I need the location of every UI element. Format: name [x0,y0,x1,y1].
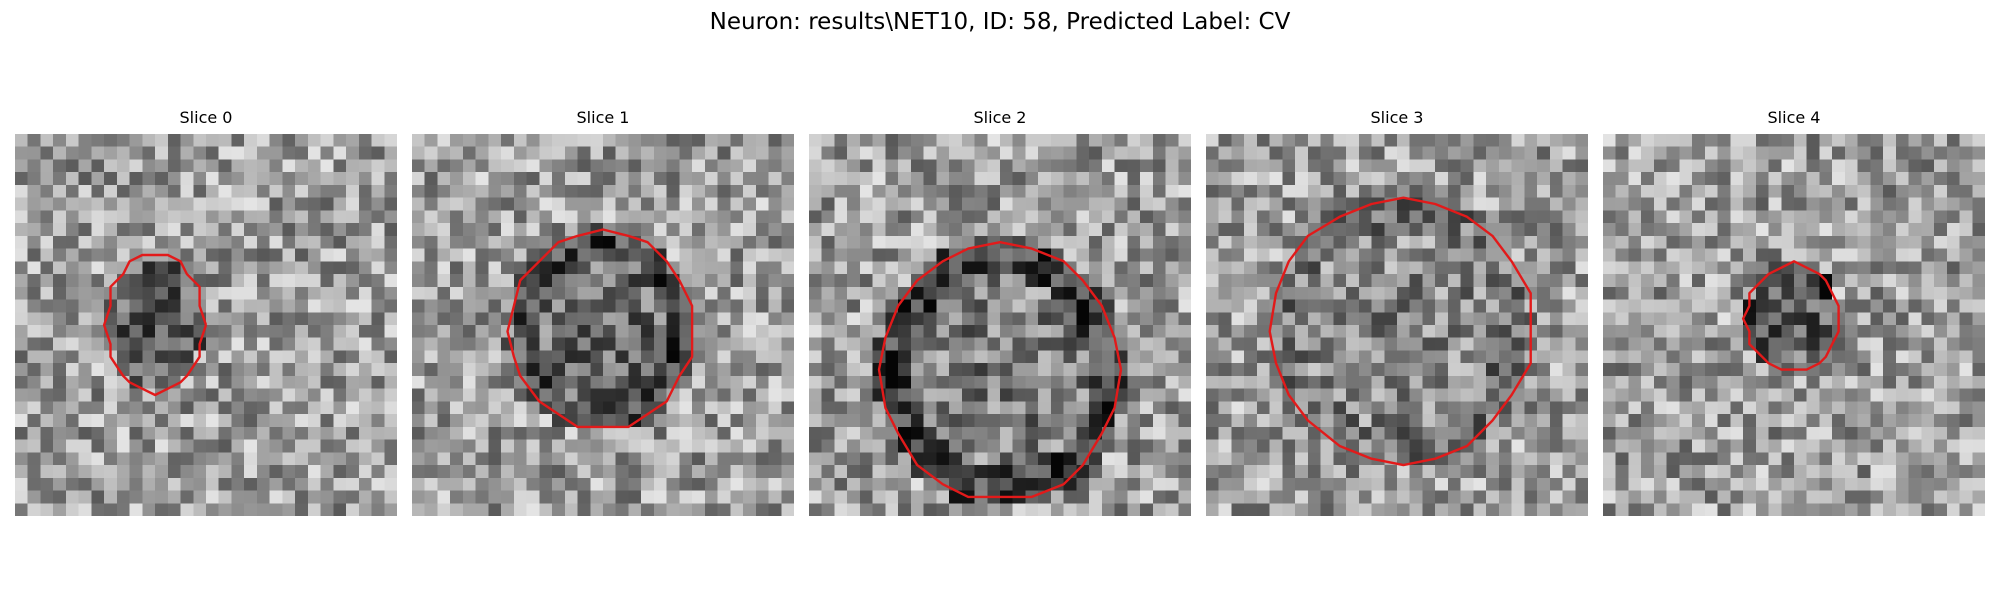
slice-2-image [809,134,1191,516]
slice-4-contour [1741,260,1840,371]
slice-2-overlay [877,240,1123,499]
slice-0-overlay [102,253,208,397]
panel-slice-1 [412,134,794,516]
slice-4-overlay [1741,260,1840,371]
slice-3-contour [1268,196,1532,467]
slice-4-image [1603,134,1985,516]
panel-title-slice-3: Slice 3 [1370,108,1424,127]
slice-2-contour [877,240,1123,499]
slice-1-contour [506,228,694,429]
panel-title-slice-1: Slice 1 [576,108,630,127]
panel-slice-2 [809,134,1191,516]
figure-title: Neuron: results\NET10, ID: 58, Predicted… [709,9,1291,35]
slice-1-overlay [506,228,694,429]
panel-slice-0 [15,134,397,516]
slice-0-contour [102,253,208,397]
panel-title-slice-4: Slice 4 [1767,108,1821,127]
slice-1-image [412,134,794,516]
panel-title-slice-0: Slice 0 [179,108,233,127]
panel-slice-4 [1603,134,1985,516]
slice-3-overlay [1268,196,1532,467]
panel-slice-3 [1206,134,1588,516]
panel-title-slice-2: Slice 2 [973,108,1027,127]
